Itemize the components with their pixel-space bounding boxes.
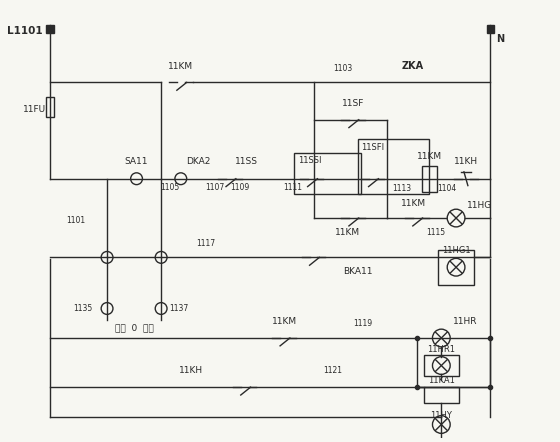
Text: 11HY: 11HY <box>431 411 452 420</box>
Polygon shape <box>46 25 54 33</box>
Bar <box>438 250 474 285</box>
Text: 11SFI: 11SFI <box>361 143 384 152</box>
Text: BKA11: BKA11 <box>343 267 372 276</box>
Bar <box>46 97 54 117</box>
Text: 11HR: 11HR <box>453 317 478 326</box>
Text: 11HG1: 11HG1 <box>442 246 470 255</box>
Text: 1117: 1117 <box>196 239 215 248</box>
Text: 11SF: 11SF <box>342 99 364 108</box>
Text: 11SS: 11SS <box>235 157 258 166</box>
Text: 1101: 1101 <box>66 216 86 225</box>
Text: 1119: 1119 <box>353 319 372 328</box>
Text: 1105: 1105 <box>160 183 179 192</box>
Text: 1103: 1103 <box>333 64 353 72</box>
Text: SA11: SA11 <box>125 157 148 166</box>
Text: DKA2: DKA2 <box>186 157 210 166</box>
Text: 11KM: 11KM <box>272 317 297 326</box>
Text: 1111: 1111 <box>283 183 302 192</box>
Text: 11KH: 11KH <box>179 366 203 375</box>
Text: 1104: 1104 <box>437 183 456 193</box>
Text: 1121: 1121 <box>324 366 343 375</box>
Bar <box>358 139 428 194</box>
Text: 手动  0  自动: 手动 0 自动 <box>115 324 154 333</box>
Text: 1115: 1115 <box>427 228 446 237</box>
Text: 11KM: 11KM <box>401 199 426 208</box>
Bar <box>423 355 459 376</box>
Text: 11HG: 11HG <box>467 201 492 210</box>
Bar <box>294 153 361 194</box>
Text: L1101: L1101 <box>7 26 42 36</box>
Bar <box>422 166 437 191</box>
Text: 1107: 1107 <box>206 183 225 192</box>
Text: 1137: 1137 <box>169 304 188 313</box>
Text: 1113: 1113 <box>392 183 411 193</box>
Text: 11FU: 11FU <box>23 105 46 114</box>
Bar <box>423 387 459 403</box>
Text: 1135: 1135 <box>73 304 92 313</box>
Text: 11HR1: 11HR1 <box>427 345 455 354</box>
Polygon shape <box>487 25 494 33</box>
Text: 11KH: 11KH <box>454 157 478 166</box>
Text: 11KM: 11KM <box>417 152 442 161</box>
Text: N: N <box>496 34 505 44</box>
Text: 11KM: 11KM <box>335 228 361 237</box>
Text: 11KA1: 11KA1 <box>428 376 455 385</box>
Text: 11SSI: 11SSI <box>298 156 321 165</box>
Text: 1109: 1109 <box>230 183 250 192</box>
Text: ZKA: ZKA <box>402 61 424 71</box>
Text: 11KM: 11KM <box>168 61 193 71</box>
